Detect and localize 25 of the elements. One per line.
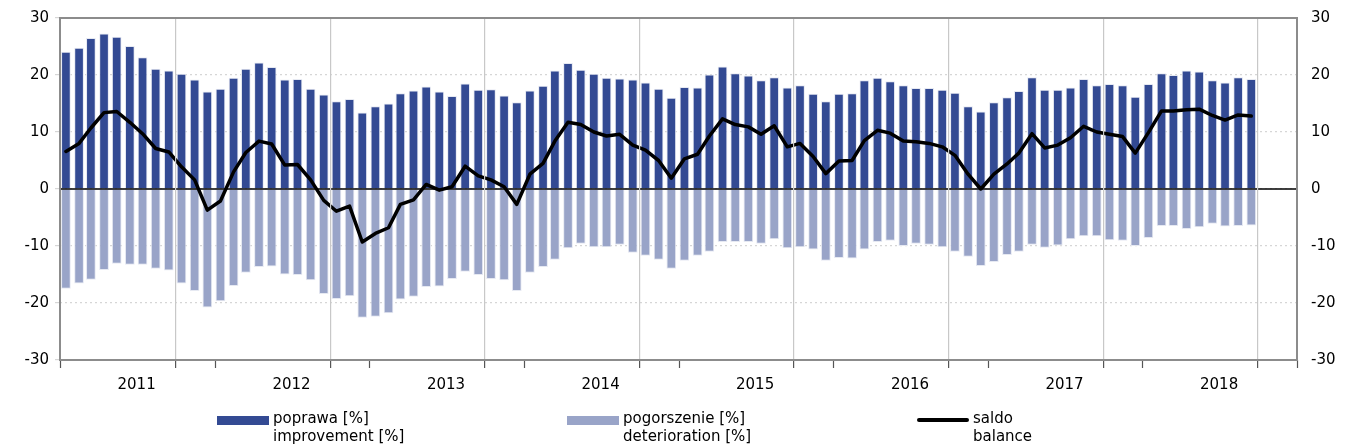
y-tick-label: 0 xyxy=(39,178,49,197)
y2-tick-label: -30 xyxy=(1311,349,1336,368)
legend-label: poprawa [%] improvement [%] xyxy=(273,409,405,445)
y2-tick-label: 10 xyxy=(1311,121,1331,140)
legend-label: pogorszenie [%] deterioration [%] xyxy=(623,409,752,445)
y2-tick-label: -10 xyxy=(1311,235,1336,254)
y2-tick-label: 0 xyxy=(1311,178,1321,197)
y-tick-label: 30 xyxy=(29,7,49,26)
y-tick-label: -20 xyxy=(24,292,49,311)
x-tick-label: 2017 xyxy=(1045,374,1084,393)
x-tick-label: 2013 xyxy=(426,374,466,393)
y2-tick-label: -20 xyxy=(1311,292,1336,311)
y-tick-label: 10 xyxy=(29,121,49,140)
y-tick-label: -30 xyxy=(24,349,49,368)
y2-tick-label: 30 xyxy=(1311,7,1331,26)
y2-tick-label: 20 xyxy=(1311,64,1331,83)
x-tick-label: 2012 xyxy=(272,374,311,393)
legend-label: saldo balance xyxy=(973,409,1033,445)
x-tick-label: 2018 xyxy=(1200,374,1239,393)
x-tick-label: 2015 xyxy=(736,374,775,393)
x-tick-label: 2014 xyxy=(581,374,620,393)
y-tick-label: 20 xyxy=(29,64,49,83)
x-tick-label: 2016 xyxy=(890,374,930,393)
x-tick-label: 2011 xyxy=(117,374,156,393)
y-tick-label: -10 xyxy=(24,235,49,254)
